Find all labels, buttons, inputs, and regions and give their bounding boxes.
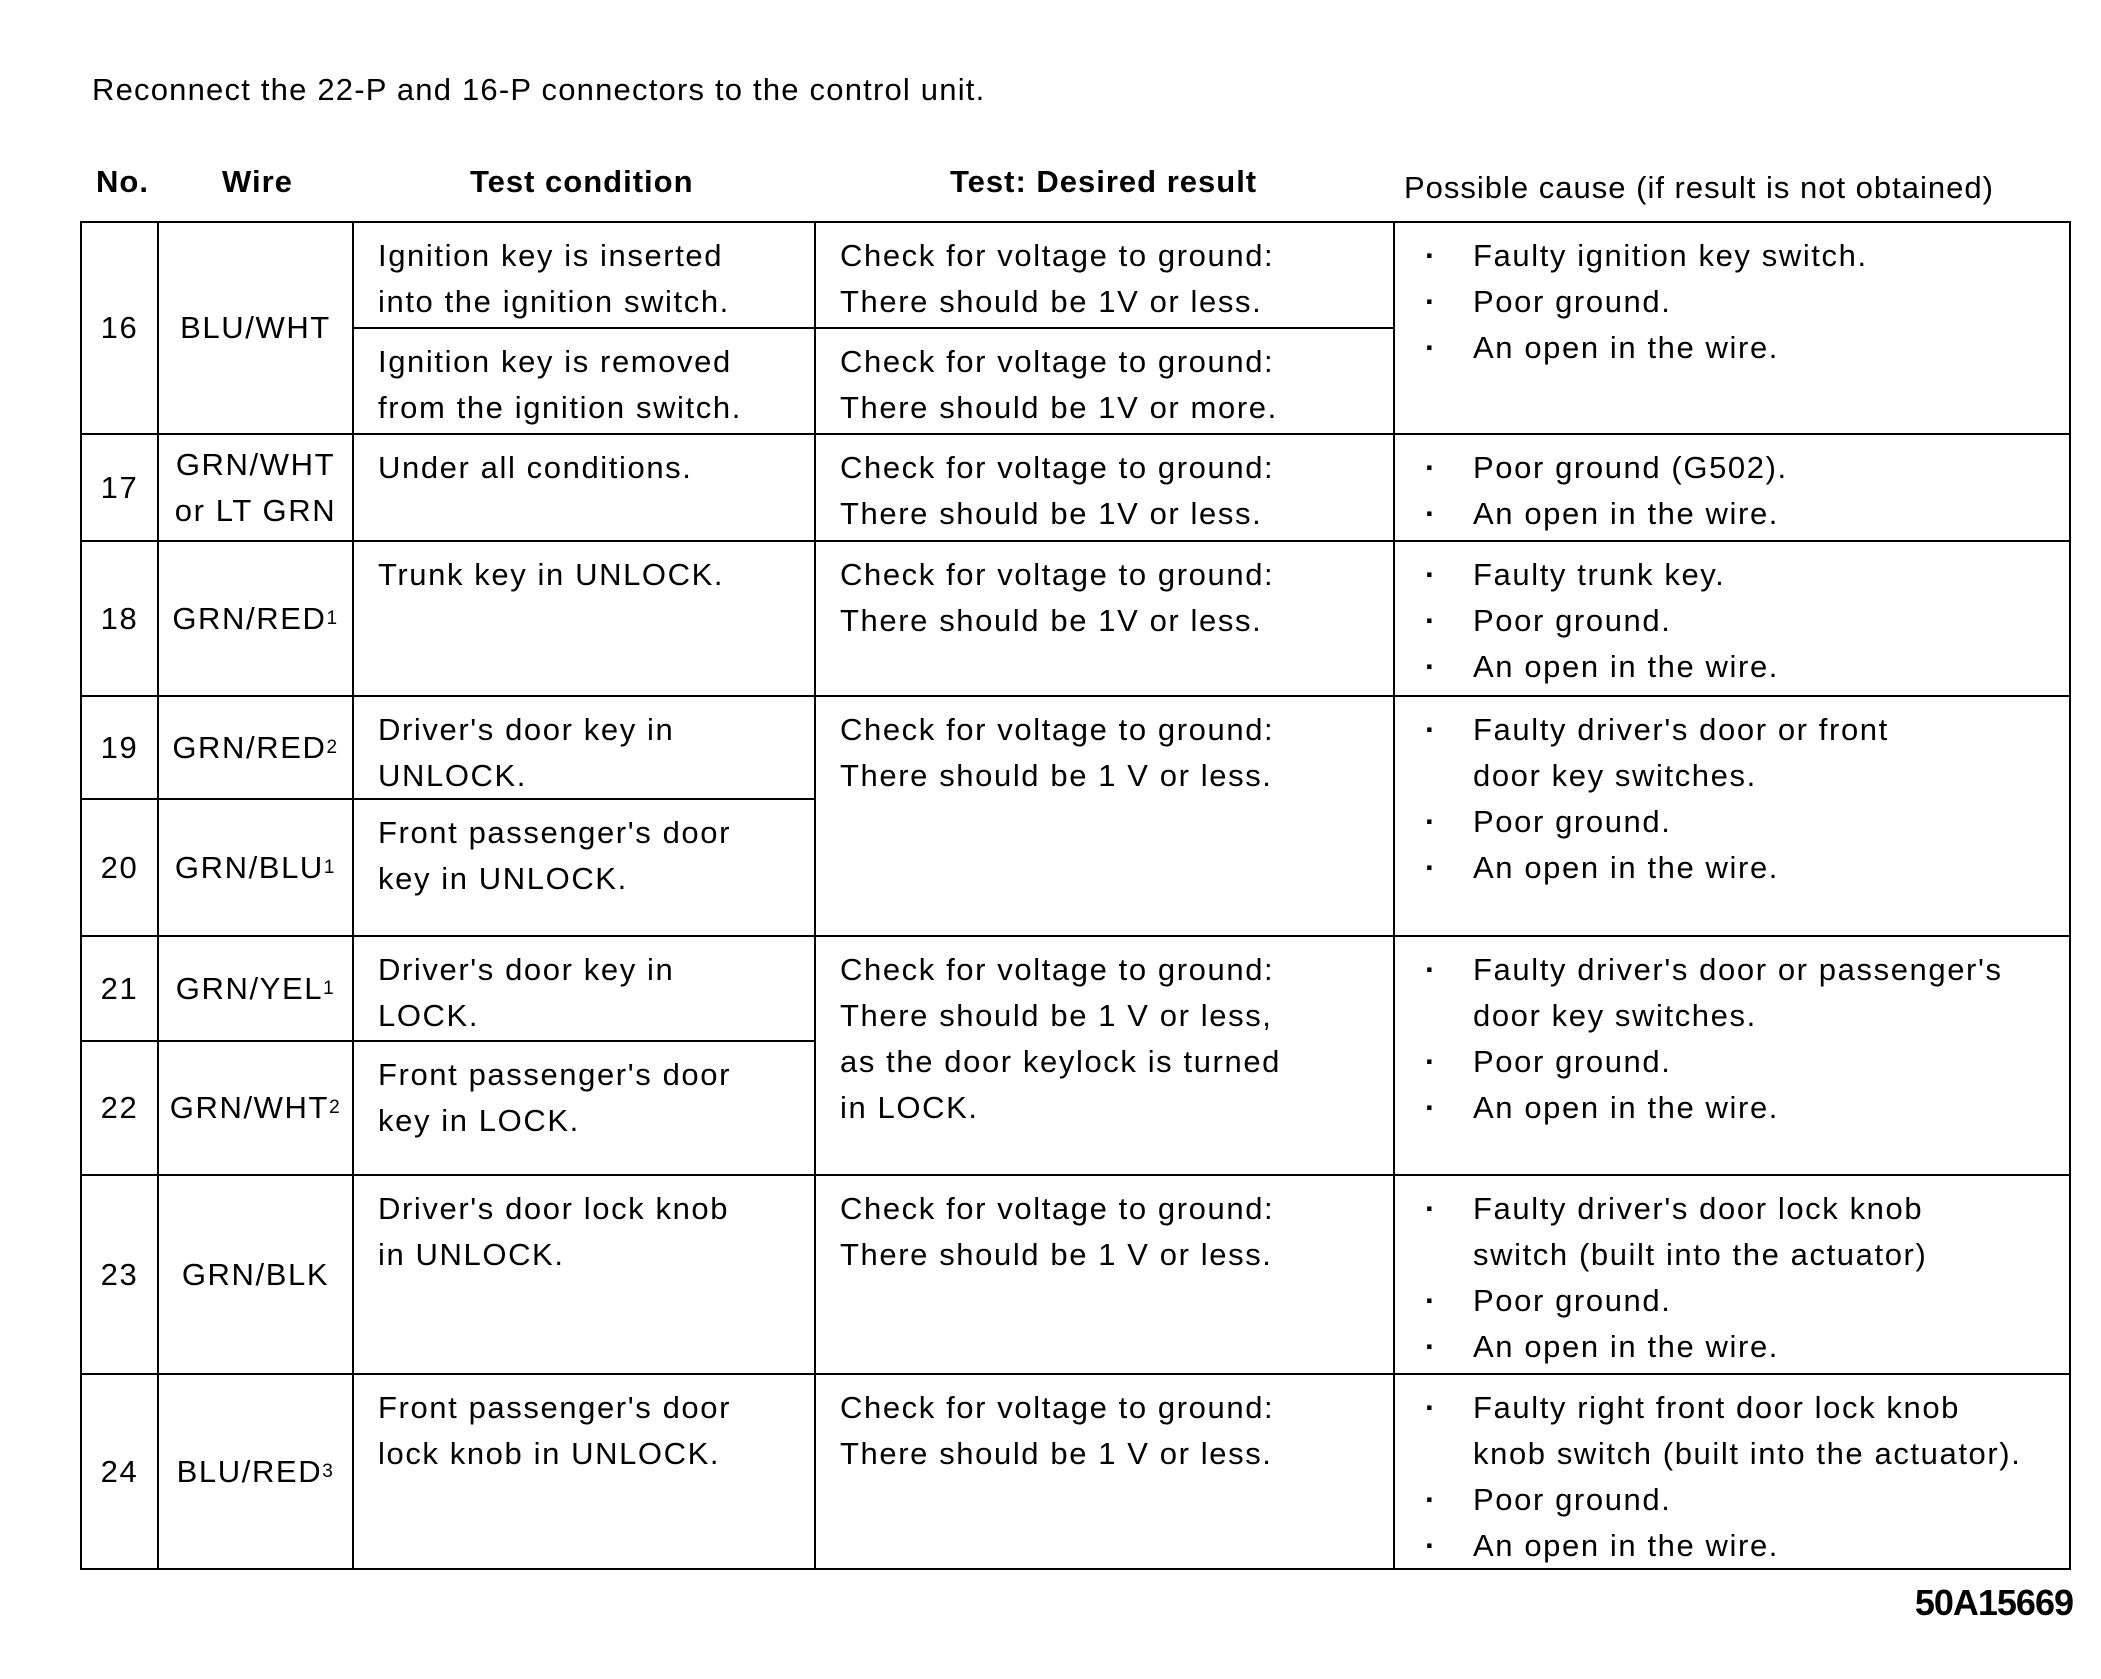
wire-footnote: 1 <box>323 856 337 878</box>
cause-item: An open in the wire. <box>1425 644 2069 690</box>
row-number: 19 <box>80 695 159 800</box>
cause-item: An open in the wire. <box>1425 845 2069 891</box>
possible-causes: Faulty driver's door lock knob switch (b… <box>1393 1174 2071 1375</box>
cause-item: An open in the wire. <box>1425 491 2069 537</box>
row-number: 22 <box>80 1040 159 1176</box>
cause-item: Faulty driver's door or passenger's door… <box>1425 947 2069 1039</box>
cause-item: Faulty driver's door or front door key s… <box>1425 707 2069 799</box>
desired-result: Check for voltage to ground: There shoul… <box>814 327 1395 435</box>
row-number: 16 <box>80 221 159 435</box>
desired-result: Check for voltage to ground: There shoul… <box>814 935 1395 1176</box>
desired-result: Check for voltage to ground: There shoul… <box>814 540 1395 697</box>
test-condition: Ignition key is inserted into the igniti… <box>352 221 816 329</box>
wire-color: GRN/BLU 1 <box>157 798 354 937</box>
header-desired-result: Test: Desired result <box>950 164 1258 199</box>
wire-color: GRN/WHT or LT GRN <box>157 433 354 542</box>
cause-item: An open in the wire. <box>1425 325 2069 371</box>
wire-label: GRN/RED <box>172 729 327 765</box>
possible-causes: Faulty right front door lock knob knob s… <box>1393 1373 2071 1570</box>
wire-color: GRN/RED 2 <box>157 695 354 800</box>
cause-item: An open in the wire. <box>1425 1324 2069 1370</box>
wire-label: GRN/RED <box>172 600 327 636</box>
row-number: 20 <box>80 798 159 937</box>
cause-item: Faulty right front door lock knob knob s… <box>1425 1385 2069 1477</box>
cause-item: An open in the wire. <box>1425 1523 2069 1569</box>
wire-label: GRN/BLU <box>174 849 324 885</box>
desired-result: Check for voltage to ground: There shoul… <box>814 221 1395 329</box>
desired-result: Check for voltage to ground: There shoul… <box>814 695 1395 937</box>
cause-list: Faulty driver's door or passenger's door… <box>1425 947 2069 1131</box>
cause-list: Faulty right front door lock knob knob s… <box>1425 1385 2069 1569</box>
intro-text: Reconnect the 22-P and 16-P connectors t… <box>92 72 986 107</box>
wire-footnote: 1 <box>323 977 336 999</box>
wire-color: GRN/YEL 1 <box>157 935 354 1042</box>
cause-item: Faulty trunk key. <box>1425 552 2069 598</box>
header-no: No. <box>96 164 149 199</box>
wire-footnote: 2 <box>329 1097 342 1118</box>
row-number: 23 <box>80 1174 159 1375</box>
cause-list: Faulty ignition key switch.Poor ground.A… <box>1425 233 2069 371</box>
wire-footnote: 3 <box>322 1460 335 1482</box>
possible-causes: Faulty driver's door or front door key s… <box>1393 695 2071 937</box>
possible-causes: Faulty ignition key switch.Poor ground.A… <box>1393 221 2071 435</box>
header-possible-cause: Possible cause (if result is not obtaine… <box>1404 170 1994 205</box>
cause-item: Poor ground. <box>1425 598 2069 644</box>
possible-causes: Poor ground (G502).An open in the wire. <box>1393 433 2071 542</box>
test-condition: Under all conditions. <box>352 433 816 542</box>
row-number: 18 <box>80 540 159 697</box>
cause-item: Poor ground (G502). <box>1425 445 2069 491</box>
cause-list: Poor ground (G502).An open in the wire. <box>1425 445 2069 537</box>
row-number: 24 <box>80 1373 159 1570</box>
cause-item: Poor ground. <box>1425 1278 2069 1324</box>
cause-list: Faulty driver's door lock knob switch (b… <box>1425 1186 2069 1370</box>
possible-causes: Faulty driver's door or passenger's door… <box>1393 935 2071 1176</box>
test-condition: Driver's door key in UNLOCK. <box>352 695 816 800</box>
row-number: 17 <box>80 433 159 542</box>
wire-color: GRN/BLK <box>157 1174 354 1375</box>
wire-label: GRN/BLK <box>181 1256 330 1292</box>
header-test-condition: Test condition <box>470 164 694 199</box>
wire-color: BLU/RED 3 <box>157 1373 354 1570</box>
cause-item: Poor ground. <box>1425 279 2069 325</box>
cause-item: An open in the wire. <box>1425 1085 2069 1131</box>
wire-footnote: 1 <box>326 607 339 629</box>
wire-color: BLU/WHT <box>157 221 354 435</box>
wire-label: BLU/WHT <box>180 310 331 345</box>
desired-result: Check for voltage to ground: There shoul… <box>814 1373 1395 1570</box>
wire-label: GRN/WHT <box>169 1090 330 1125</box>
cause-list: Faulty driver's door or front door key s… <box>1425 707 2069 891</box>
cause-item: Faulty ignition key switch. <box>1425 233 2069 279</box>
test-condition: Trunk key in UNLOCK. <box>352 540 816 697</box>
test-condition: Ignition key is removed from the ignitio… <box>352 327 816 435</box>
header-wire: Wire <box>222 164 293 199</box>
figure-code: 50A15669 <box>1914 1582 2074 1623</box>
test-condition: Front passenger's door key in LOCK. <box>352 1040 816 1176</box>
cause-item: Poor ground. <box>1425 799 2069 845</box>
wire-color: GRN/WHT 2 <box>157 1040 354 1176</box>
test-condition: Front passenger's door key in UNLOCK. <box>352 798 816 937</box>
row-number: 21 <box>80 935 159 1042</box>
possible-causes: Faulty trunk key.Poor ground.An open in … <box>1393 540 2071 697</box>
wire-footnote: 2 <box>326 736 339 758</box>
desired-result: Check for voltage to ground: There shoul… <box>814 1174 1395 1375</box>
cause-item: Faulty driver's door lock knob switch (b… <box>1425 1186 2069 1278</box>
desired-result: Check for voltage to ground: There shoul… <box>814 433 1395 542</box>
wire-label: BLU/RED <box>176 1453 323 1489</box>
test-condition: Front passenger's door lock knob in UNLO… <box>352 1373 816 1570</box>
wire-color: GRN/RED 1 <box>157 540 354 697</box>
test-condition: Driver's door key in LOCK. <box>352 935 816 1042</box>
cause-item: Poor ground. <box>1425 1039 2069 1085</box>
wire-label: GRN/WHT or LT GRN <box>174 446 337 528</box>
cause-list: Faulty trunk key.Poor ground.An open in … <box>1425 552 2069 690</box>
test-condition: Driver's door lock knob in UNLOCK. <box>352 1174 816 1375</box>
cause-item: Poor ground. <box>1425 1477 2069 1523</box>
wire-label: GRN/YEL <box>175 970 324 1006</box>
